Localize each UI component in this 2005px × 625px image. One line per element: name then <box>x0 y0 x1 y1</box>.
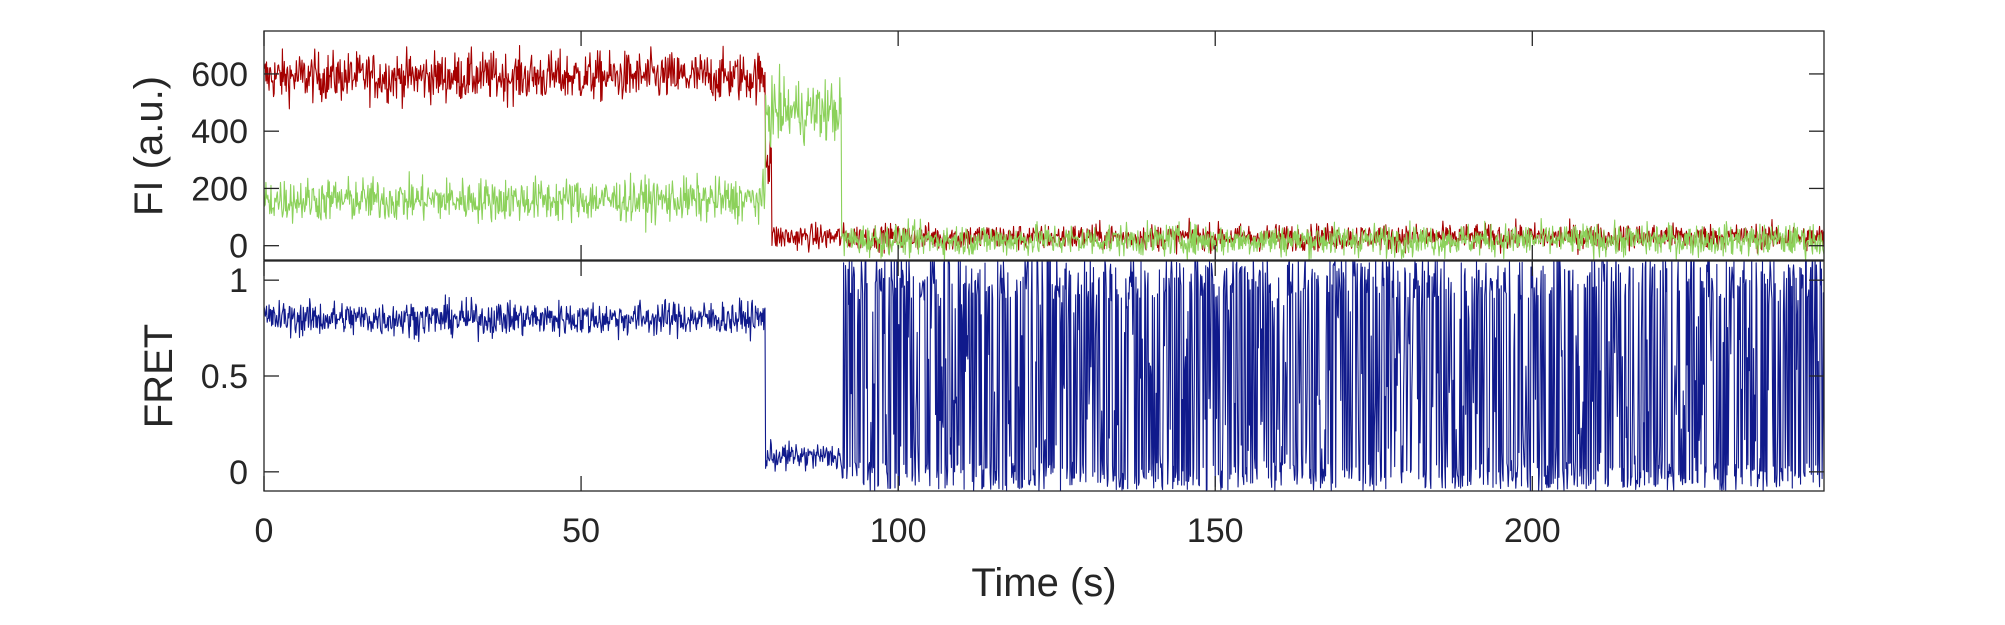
intensity-series-line <box>264 63 1824 260</box>
intensity-series-group <box>264 44 1824 260</box>
fret-series-line <box>264 261 1824 491</box>
fret-ytick-label: 0 <box>229 454 248 492</box>
fret-ytick-label: 1 <box>229 262 248 300</box>
intensity-ytick-label: 400 <box>191 113 248 151</box>
intensity-series-line <box>264 44 1824 256</box>
intensity-ytick-label: 600 <box>191 56 248 94</box>
fret-panel: 00.51 0 50 100 150 200 FRET Time (s) <box>137 31 1825 605</box>
fret-y-axis-label: FRET <box>137 324 181 428</box>
fret-ytick-label: 0.5 <box>201 358 248 396</box>
intensity-panel: 0 200 400 600 FI (a.u.) <box>127 30 1825 266</box>
fret-series-group <box>264 261 1824 491</box>
intensity-axes-box <box>263 30 1825 261</box>
x-tick-label: 150 <box>1187 512 1244 550</box>
fret-y-ticks: 00.51 <box>201 262 1824 492</box>
x-tick-label: 0 <box>255 512 274 550</box>
x-tick-label: 100 <box>870 512 927 550</box>
intensity-ytick-label: 0 <box>229 228 248 266</box>
intensity-ytick-label: 200 <box>191 170 248 208</box>
fret-x-ticks: 0 50 100 150 200 <box>255 31 1561 550</box>
x-tick-label: 50 <box>562 512 600 550</box>
intensity-y-ticks: 0 200 400 600 <box>191 56 1824 266</box>
x-tick-label: 200 <box>1504 512 1561 550</box>
x-axis-label: Time (s) <box>971 561 1116 605</box>
intensity-y-axis-label: FI (a.u.) <box>127 76 171 216</box>
